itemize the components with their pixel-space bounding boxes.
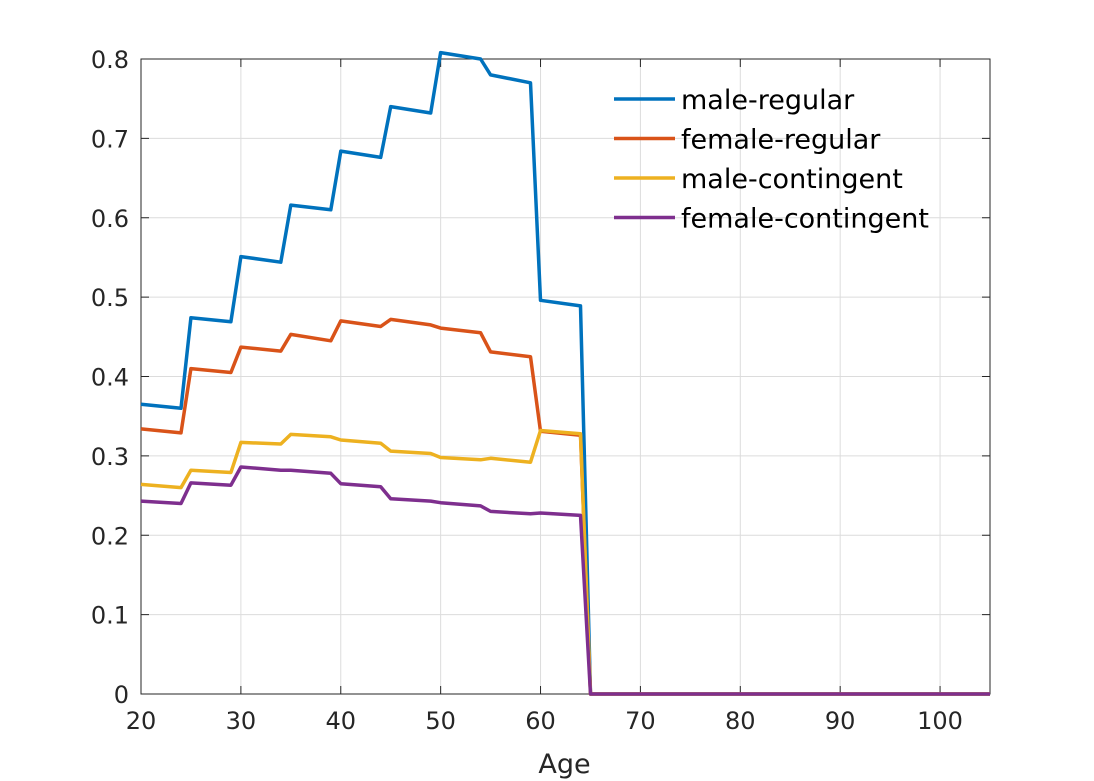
series-line-female-regular — [140, 317, 990, 696]
series-lines — [140, 50, 990, 696]
series-line-male-regular — [140, 50, 990, 696]
x-tick-label: 30 — [226, 707, 257, 735]
y-tick-label: 0.4 — [91, 364, 129, 392]
x-tick-label: 60 — [525, 707, 556, 735]
y-tick-label: 0.2 — [91, 522, 129, 550]
y-tick-label: 0.5 — [91, 284, 129, 312]
x-tick-label: 90 — [825, 707, 856, 735]
x-tick-label: 40 — [325, 707, 356, 735]
series-line-male-contingent — [140, 428, 990, 696]
x-tick-label: 80 — [725, 707, 756, 735]
y-tick-label: 0.6 — [91, 205, 129, 233]
y-tick-label: 0 — [114, 681, 129, 709]
y-tick-label: 0.8 — [91, 46, 129, 74]
series-line-female-contingent — [140, 465, 990, 696]
x-axis-label: Age — [538, 749, 590, 780]
legend-label: female-contingent — [681, 204, 929, 235]
legend-label: male-regular — [681, 85, 855, 116]
legend-label: male-contingent — [681, 164, 903, 195]
y-tick-label: 0.7 — [91, 125, 129, 153]
x-tick-label: 50 — [425, 707, 456, 735]
x-tick-label: 100 — [917, 707, 963, 735]
legend: male-regular female-regular male-contingen… — [614, 85, 929, 235]
x-tick-label: 20 — [126, 707, 157, 735]
y-tick-label: 0.3 — [91, 443, 129, 471]
legend-label: female-regular — [681, 125, 881, 156]
axis-ticks: 20 30 40 50 60 70 80 90 100 0 0.1 0.2 0.3 0.4 0.5 0.6 0.… — [91, 46, 990, 735]
y-tick-label: 0.1 — [91, 602, 129, 630]
x-tick-label: 70 — [625, 707, 656, 735]
